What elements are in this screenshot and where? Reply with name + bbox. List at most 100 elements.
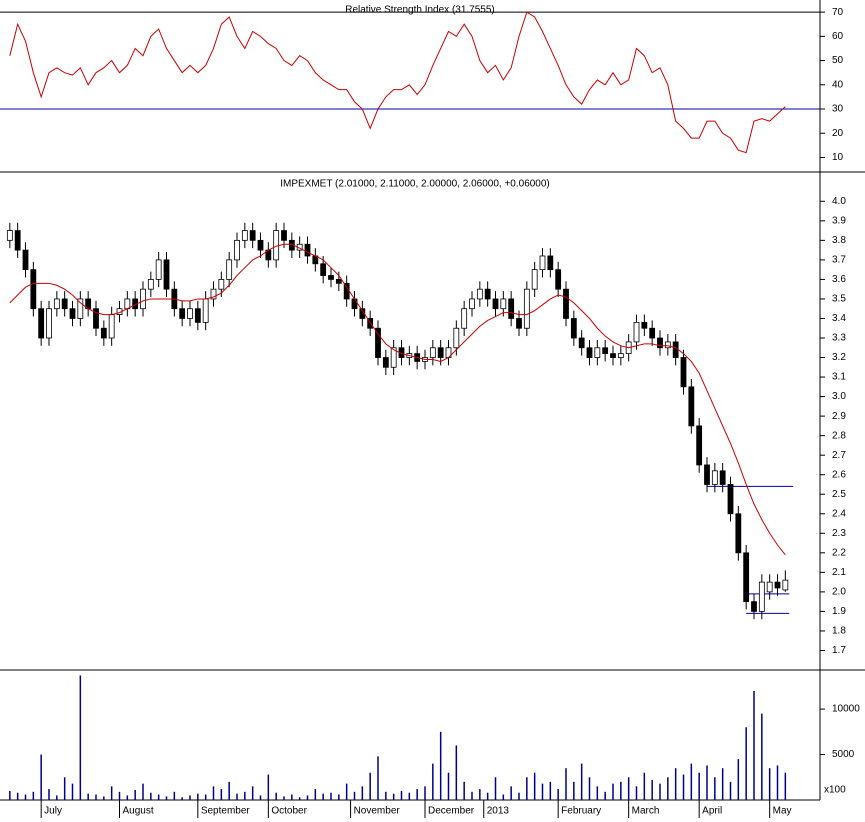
- volume-bar: [63, 777, 66, 800]
- candle-body: [696, 425, 703, 466]
- y-tick-label: 2.6: [832, 469, 846, 480]
- volume-bar: [494, 777, 497, 800]
- volume-bar: [345, 783, 348, 800]
- volume-bar: [173, 791, 176, 800]
- volume-bar: [549, 781, 552, 800]
- y-tick-label: 2.2: [832, 547, 846, 558]
- candle-body: [367, 318, 374, 329]
- candle-body: [304, 243, 311, 257]
- candle-body: [429, 347, 436, 358]
- y-tick-label: 3.9: [832, 215, 846, 226]
- candle-body: [751, 601, 757, 612]
- y-tick-label: 2.3: [832, 528, 846, 539]
- candle-body: [163, 259, 170, 290]
- candle-body: [93, 308, 99, 329]
- candle-body: [194, 308, 201, 323]
- volume-bar: [361, 786, 364, 800]
- volume-bar: [134, 790, 136, 800]
- volume-bar: [275, 792, 277, 800]
- volume-bar: [761, 713, 763, 800]
- volume-bar: [737, 759, 740, 800]
- y-tick-label: 40: [832, 79, 844, 90]
- candle-body: [704, 464, 710, 485]
- volume-bar: [667, 777, 669, 800]
- price-title: IMPEXMET (2.01000, 2.11000, 2.00000, 2.0…: [280, 179, 550, 190]
- volume-bar: [432, 763, 434, 800]
- candle-body: [578, 337, 585, 349]
- volume-bar: [338, 794, 340, 800]
- candle-body: [539, 255, 546, 271]
- volume-bar: [204, 794, 207, 800]
- candle-body: [633, 321, 640, 343]
- volume-bar: [189, 795, 191, 800]
- volume-bar: [690, 763, 693, 800]
- candle-body: [6, 230, 13, 241]
- candle-body: [727, 484, 734, 515]
- volume-bar: [142, 783, 144, 800]
- candle-body: [437, 347, 444, 358]
- volume-bar: [502, 794, 505, 800]
- volume-bar: [157, 794, 160, 800]
- volume-bar: [95, 794, 97, 800]
- candle-body: [531, 269, 538, 290]
- volume-bar: [314, 789, 317, 800]
- volume-bar: [416, 789, 418, 800]
- candle-body: [563, 288, 569, 319]
- volume-bar: [455, 745, 458, 800]
- candle-body: [234, 239, 240, 261]
- candle-body: [547, 255, 554, 271]
- volume-bar: [40, 754, 42, 800]
- volume-bar: [612, 783, 614, 800]
- candle-body: [69, 308, 76, 319]
- candle-body: [484, 288, 491, 300]
- candle-body: [281, 230, 287, 241]
- y-tick-label: 5000: [832, 749, 855, 760]
- y-tick-label: 2.0: [832, 587, 846, 598]
- y-tick-label: 60: [832, 31, 844, 42]
- volume-bar: [377, 756, 379, 800]
- candle-body: [523, 288, 530, 329]
- volume-bar: [674, 768, 677, 800]
- candle-body: [766, 581, 773, 593]
- volume-bar: [259, 795, 262, 800]
- volume-bar: [635, 786, 638, 800]
- volume-bar: [541, 783, 544, 800]
- volume-bar: [330, 792, 332, 800]
- y-tick-label: 1.7: [832, 645, 846, 656]
- volume-bar: [698, 772, 700, 800]
- candle-body: [688, 386, 695, 427]
- volume-bar: [463, 781, 465, 800]
- y-tick-label: 3.0: [832, 391, 846, 402]
- volume-bar: [197, 793, 199, 800]
- moving-average: [9, 243, 786, 556]
- candle-body: [657, 337, 663, 349]
- y-tick-label: 2.8: [832, 430, 846, 441]
- candle-body: [719, 470, 726, 485]
- candle-body: [14, 230, 21, 251]
- y-tick-label: 10: [832, 152, 844, 163]
- candle-body: [680, 357, 687, 388]
- y-tick-label: 3.7: [832, 255, 846, 266]
- volume-bar: [165, 796, 168, 800]
- volume-bar: [518, 792, 520, 800]
- candle-body: [61, 298, 68, 310]
- y-tick-label: 3.4: [832, 313, 846, 324]
- x-tick-label: April: [702, 806, 722, 817]
- candle-body: [664, 341, 671, 349]
- candle-body: [38, 308, 45, 339]
- candle-body: [453, 327, 460, 349]
- volume-bar: [79, 675, 82, 800]
- volume-bar: [56, 795, 58, 800]
- volume-bar: [706, 765, 708, 800]
- volume-bar: [32, 791, 35, 800]
- candle-body: [140, 288, 146, 310]
- volume-bar: [236, 793, 238, 800]
- candle-body: [108, 314, 115, 339]
- volume-bar: [784, 772, 787, 800]
- volume-bar: [244, 791, 246, 800]
- candle-body: [187, 308, 193, 319]
- volume-bar: [753, 690, 755, 800]
- volume-bar: [220, 789, 223, 800]
- volume-bar: [48, 789, 50, 800]
